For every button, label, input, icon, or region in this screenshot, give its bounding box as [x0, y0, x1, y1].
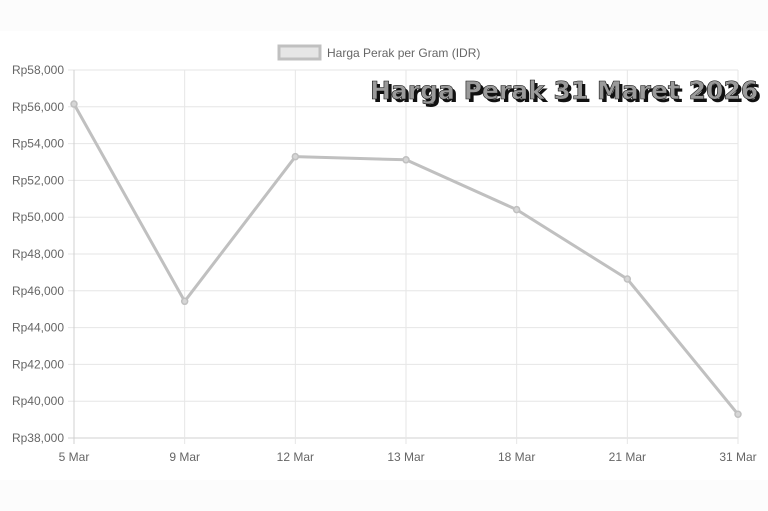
- y-tick-label: Rp42,000: [12, 357, 64, 371]
- x-tick-label: 12 Mar: [277, 450, 314, 464]
- y-tick-label: Rp56,000: [12, 100, 64, 114]
- y-tick-label: Rp54,000: [12, 137, 64, 151]
- x-tick-label: 13 Mar: [387, 450, 424, 464]
- y-tick-label: Rp52,000: [12, 173, 64, 187]
- y-tick-label: Rp40,000: [12, 394, 64, 408]
- y-tick-label: Rp48,000: [12, 247, 64, 261]
- x-tick-label: 9 Mar: [169, 450, 200, 464]
- data-point: [180, 297, 189, 306]
- y-tick-label: Rp58,000: [12, 63, 64, 77]
- data-point: [291, 152, 300, 161]
- bottom-band: [0, 480, 768, 511]
- data-point: [402, 156, 410, 164]
- series: [70, 100, 742, 419]
- y-tick-label: Rp44,000: [12, 321, 64, 335]
- grid: [68, 69, 739, 444]
- x-tick-label: 5 Mar: [59, 450, 90, 464]
- x-tick-label: 31 Mar: [719, 450, 756, 464]
- overlay-title: Harga Perak 31 Maret 2026: [370, 76, 759, 106]
- y-tick-label: Rp50,000: [12, 210, 64, 224]
- x-tick-label: 18 Mar: [498, 450, 535, 464]
- y-axis: Rp38,000 Rp40,000 Rp42,000 Rp44,000 Rp46,000…: [12, 63, 64, 445]
- x-tick-label: 21 Mar: [609, 450, 646, 464]
- data-point: [734, 410, 742, 419]
- legend[interactable]: Harga Perak per Gram (IDR): [277, 44, 480, 61]
- top-band: [0, 0, 768, 31]
- y-tick-label: Rp38,000: [12, 431, 64, 445]
- legend-swatch: [277, 44, 322, 61]
- y-tick-label: Rp46,000: [12, 284, 64, 298]
- x-axis: 5 Mar 9 Mar 12 Mar 13 Mar 18 Mar 21 Mar 31 Mar: [59, 450, 757, 464]
- data-point: [70, 100, 78, 108]
- data-point: [623, 275, 632, 283]
- legend-label: Harga Perak per Gram (IDR): [327, 46, 480, 60]
- data-point: [512, 205, 521, 214]
